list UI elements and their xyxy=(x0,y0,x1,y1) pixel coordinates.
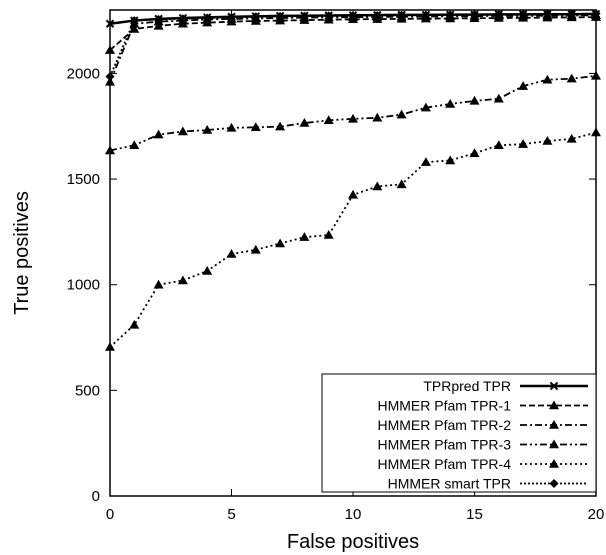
legend-marker xyxy=(549,420,559,429)
data-point xyxy=(494,10,504,19)
data-point xyxy=(396,179,407,189)
data-point xyxy=(372,181,383,191)
data-point xyxy=(299,118,310,127)
data-point xyxy=(420,102,431,112)
legend-marker xyxy=(549,459,559,468)
data-point xyxy=(153,129,164,139)
legend-item: HMMER Pfam TPR-2 xyxy=(377,417,588,433)
legend-item: TPRpred TPR xyxy=(423,378,588,394)
series-5 xyxy=(105,127,601,351)
legend-item: HMMER smart TPR xyxy=(388,476,588,492)
x-tick-label: 5 xyxy=(227,506,235,523)
data-point xyxy=(542,74,553,84)
data-point xyxy=(129,140,140,149)
x-tick-label: 15 xyxy=(466,506,483,523)
data-point xyxy=(445,99,456,108)
data-point xyxy=(251,12,261,21)
data-point xyxy=(299,232,310,241)
data-point xyxy=(226,122,237,132)
data-point xyxy=(250,122,261,132)
data-point xyxy=(396,109,407,119)
legend-label: HMMER Pfam TPR-2 xyxy=(377,417,511,433)
data-point xyxy=(202,125,213,134)
series-layer xyxy=(105,9,601,351)
data-point xyxy=(226,249,237,258)
legend: TPRpred TPR HMMER Pfam TPR-1 HMMER Pfam TP… xyxy=(321,373,597,493)
legend-item: HMMER Pfam TPR-1 xyxy=(377,398,588,414)
data-point xyxy=(250,244,261,254)
data-point xyxy=(543,10,552,19)
y-axis-title: True positives xyxy=(11,191,33,315)
y-tick-label: 1500 xyxy=(67,171,100,188)
data-point xyxy=(202,13,212,22)
data-point xyxy=(324,11,333,20)
data-point xyxy=(275,121,286,131)
data-point xyxy=(518,81,529,90)
legend-label: HMMER Pfam TPR-4 xyxy=(377,456,511,472)
data-point xyxy=(372,112,383,122)
data-point xyxy=(373,10,382,20)
data-point xyxy=(445,10,455,19)
data-point xyxy=(177,126,188,136)
x-tick-label: 10 xyxy=(345,506,362,523)
data-point xyxy=(275,11,285,21)
data-point xyxy=(348,189,358,199)
axis-ticks: 0 5 10 15 20 0 500 1000 1500 2000 xyxy=(67,10,605,523)
x-tick-label: 0 xyxy=(106,506,114,523)
legend-label: HMMER Pfam TPR-1 xyxy=(377,398,511,414)
data-point xyxy=(518,139,529,148)
data-point xyxy=(542,136,553,145)
legend-marker xyxy=(549,381,559,391)
y-tick-label: 2000 xyxy=(67,65,100,82)
y-tick-label: 500 xyxy=(75,382,100,399)
data-point xyxy=(493,93,504,103)
legend-item: HMMER Pfam TPR-4 xyxy=(377,456,588,472)
data-point xyxy=(518,10,528,19)
data-point xyxy=(567,10,576,19)
legend-label: TPRpred TPR xyxy=(423,378,511,394)
legend-label: HMMER smart TPR xyxy=(388,476,511,492)
legend-marker xyxy=(549,400,559,410)
legend-marker xyxy=(549,439,559,449)
data-point xyxy=(397,10,406,20)
data-point xyxy=(178,13,188,23)
data-point xyxy=(177,275,188,285)
series-4 xyxy=(105,70,601,155)
data-point xyxy=(469,95,480,105)
data-point xyxy=(323,115,334,125)
data-point xyxy=(566,133,577,143)
y-tick-label: 1000 xyxy=(67,277,100,294)
data-point xyxy=(154,14,163,24)
data-point xyxy=(566,73,577,83)
data-point xyxy=(323,230,334,239)
y-tick-label: 0 xyxy=(92,488,100,505)
data-point xyxy=(129,319,140,329)
data-point xyxy=(202,265,213,275)
x-axis-title: False positives xyxy=(287,531,419,553)
data-point xyxy=(275,238,286,248)
data-point xyxy=(493,140,504,149)
data-point xyxy=(348,113,358,123)
x-tick-label: 20 xyxy=(588,506,605,523)
data-point xyxy=(300,11,309,20)
data-point xyxy=(130,16,139,25)
data-point xyxy=(445,155,456,165)
data-point xyxy=(420,157,431,166)
data-point xyxy=(153,279,164,289)
legend-item: HMMER Pfam TPR-3 xyxy=(377,437,588,453)
legend-marker xyxy=(549,479,559,488)
legend-box xyxy=(321,373,597,493)
legend-label: HMMER Pfam TPR-3 xyxy=(377,437,511,453)
data-point xyxy=(469,148,480,158)
data-point xyxy=(421,10,431,20)
